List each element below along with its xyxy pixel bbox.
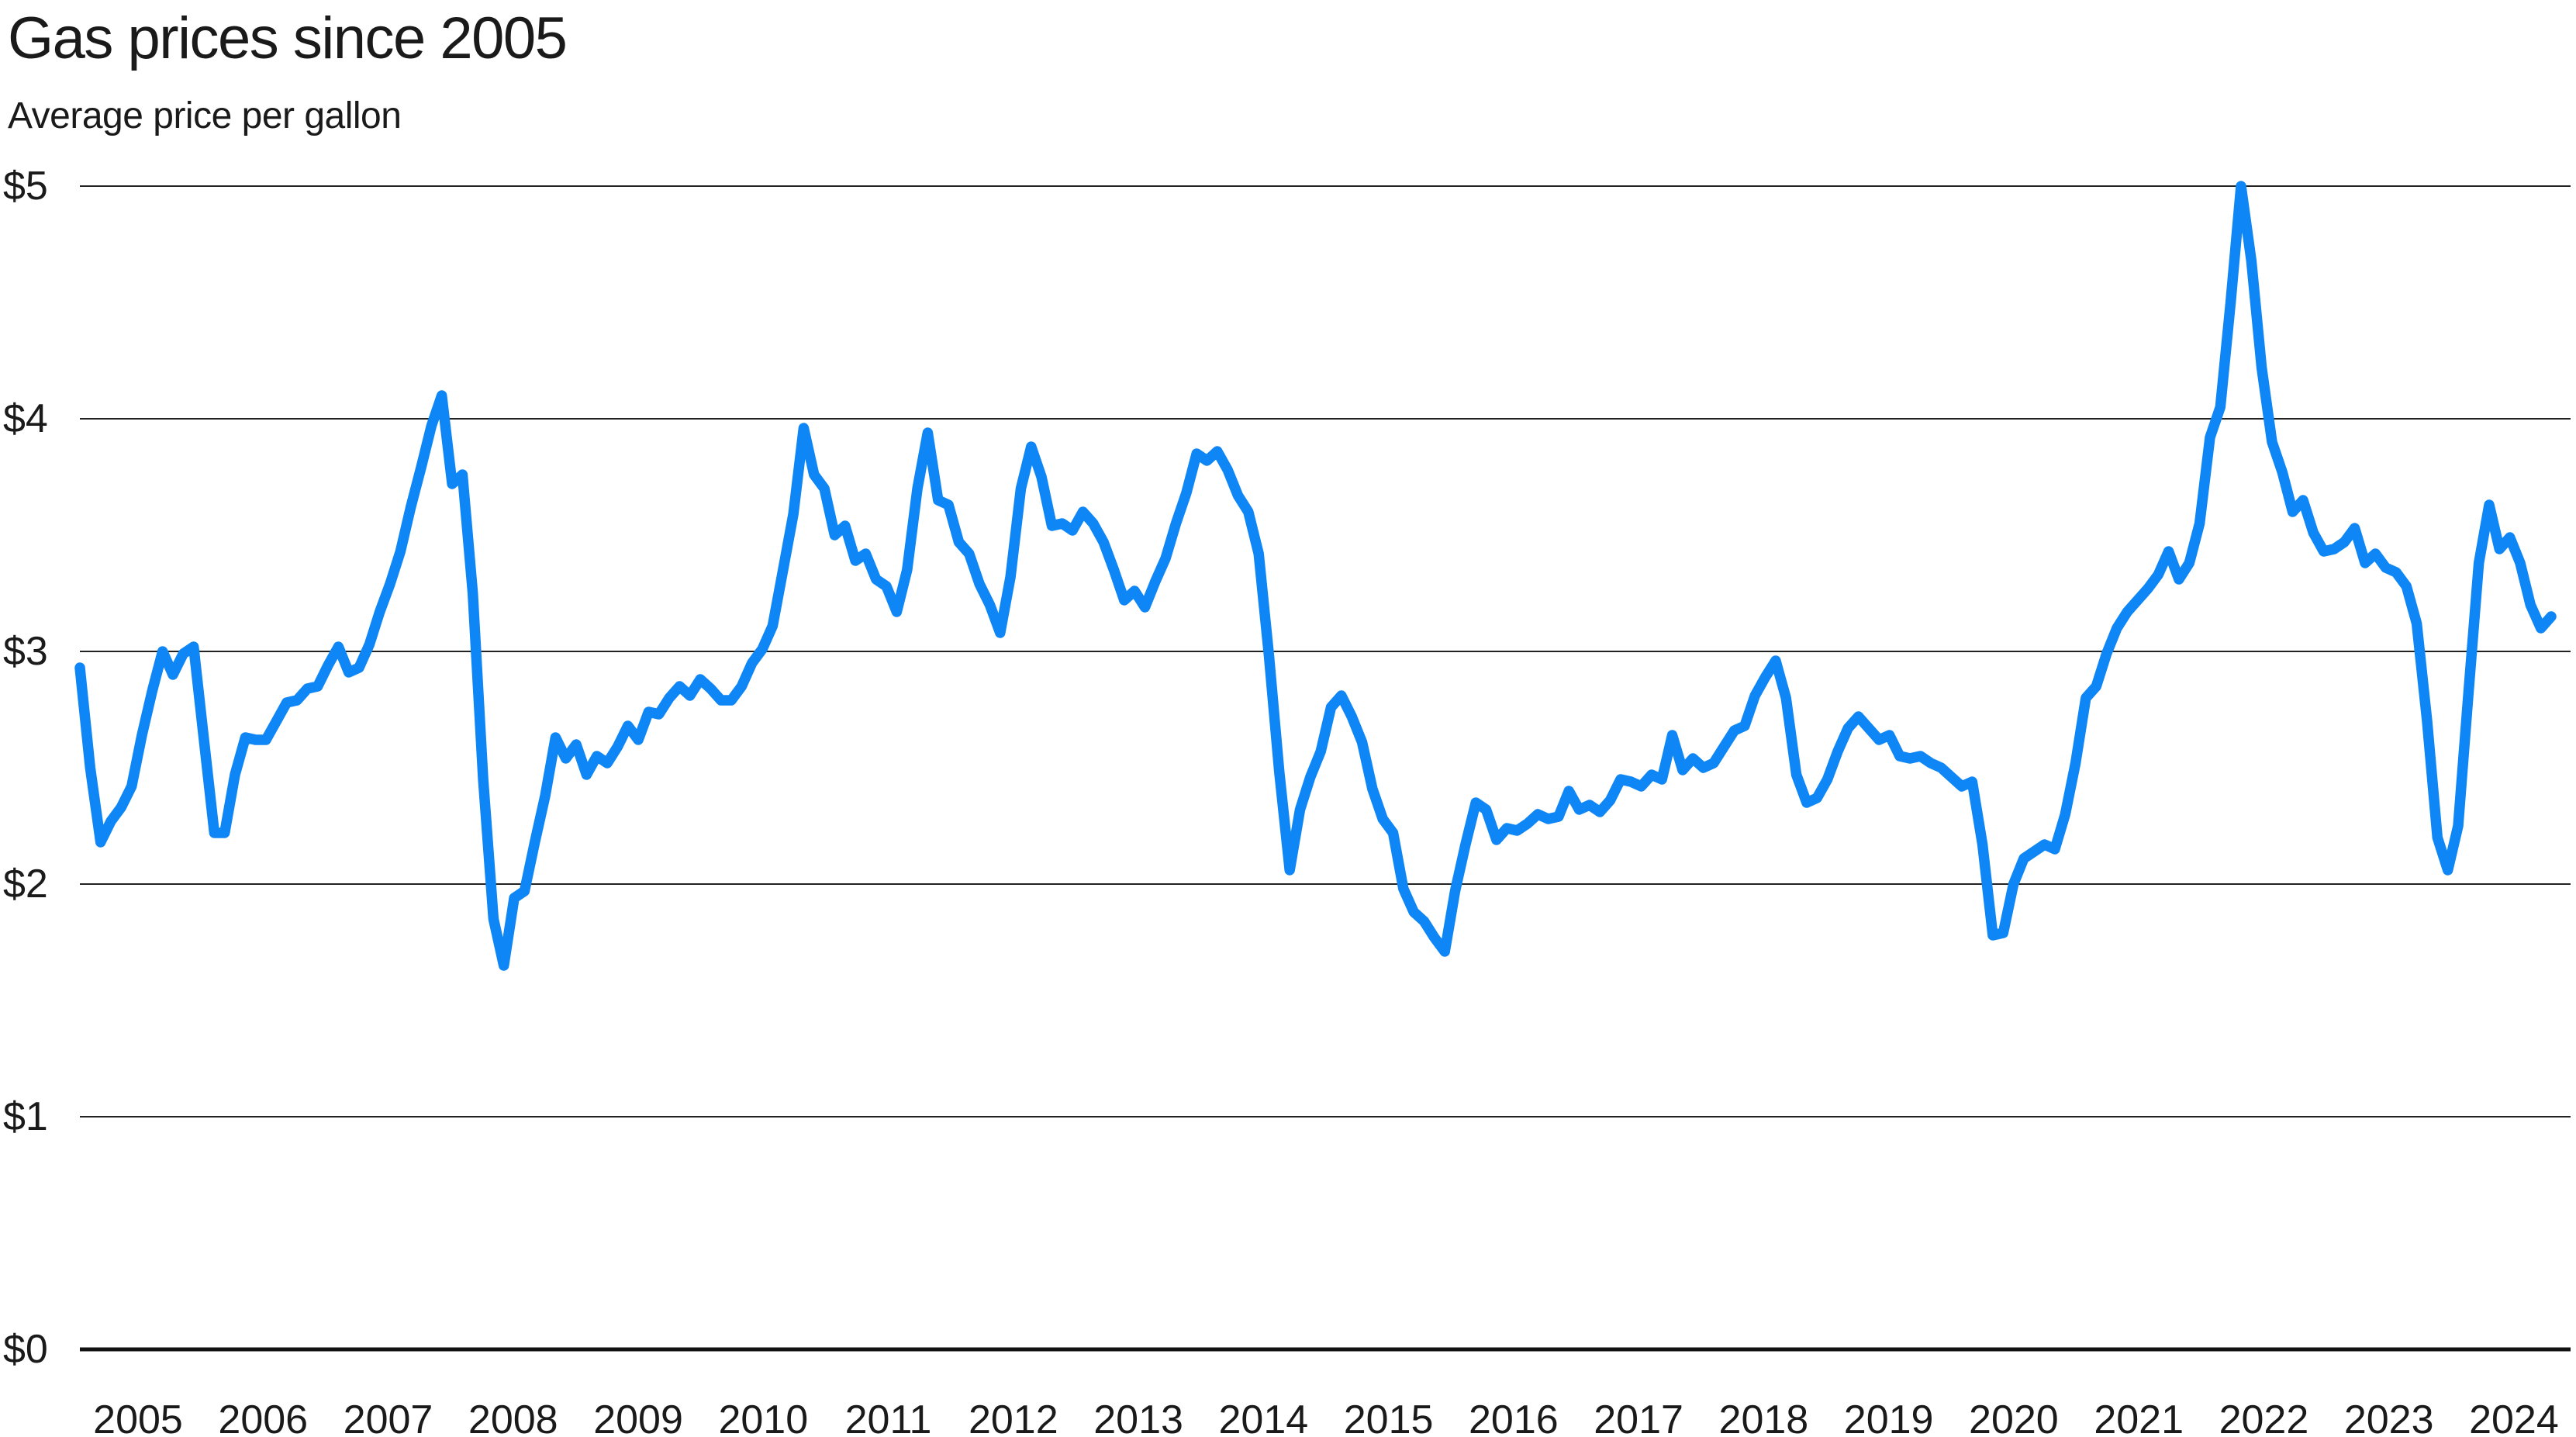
y-axis-label-1: $1: [3, 1094, 48, 1139]
x-axis-label-2018: 2018: [1719, 1397, 1809, 1437]
x-axis-label-2013: 2013: [1093, 1397, 1183, 1437]
chart-title: Gas prices since 2005: [8, 5, 568, 71]
x-axis-label-2010: 2010: [718, 1397, 808, 1437]
y-axis-label-0: $0: [3, 1327, 48, 1372]
chart-subtitle: Average price per gallon: [8, 95, 402, 136]
y-axis-label-4: $4: [3, 396, 48, 441]
price-line: [74, 181, 2557, 971]
x-axis-label-2015: 2015: [1344, 1397, 1434, 1437]
x-axis-label-2016: 2016: [1469, 1397, 1559, 1437]
x-axis-label-2012: 2012: [969, 1397, 1058, 1437]
x-axis-label-2008: 2008: [468, 1397, 558, 1437]
x-axis-label-2014: 2014: [1218, 1397, 1308, 1437]
x-axis-label-2023: 2023: [2344, 1397, 2434, 1437]
x-axis-label-2009: 2009: [593, 1397, 683, 1437]
x-axis-label-2007: 2007: [344, 1397, 433, 1437]
x-axis-label-2024: 2024: [2469, 1397, 2559, 1437]
y-axis-label-2: $2: [3, 862, 48, 907]
x-axis-label-2019: 2019: [1844, 1397, 1934, 1437]
x-axis-label-2017: 2017: [1594, 1397, 1683, 1437]
y-axis-label-5: $5: [3, 164, 48, 209]
x-axis-label-2021: 2021: [2094, 1397, 2184, 1437]
x-axis-label-2006: 2006: [218, 1397, 308, 1437]
y-axis-label-3: $3: [3, 629, 48, 674]
x-axis-label-2022: 2022: [2219, 1397, 2309, 1437]
x-axis-label-2005: 2005: [93, 1397, 183, 1437]
x-axis-label-2011: 2011: [845, 1397, 932, 1437]
x-axis-label-2020: 2020: [1969, 1397, 2059, 1437]
